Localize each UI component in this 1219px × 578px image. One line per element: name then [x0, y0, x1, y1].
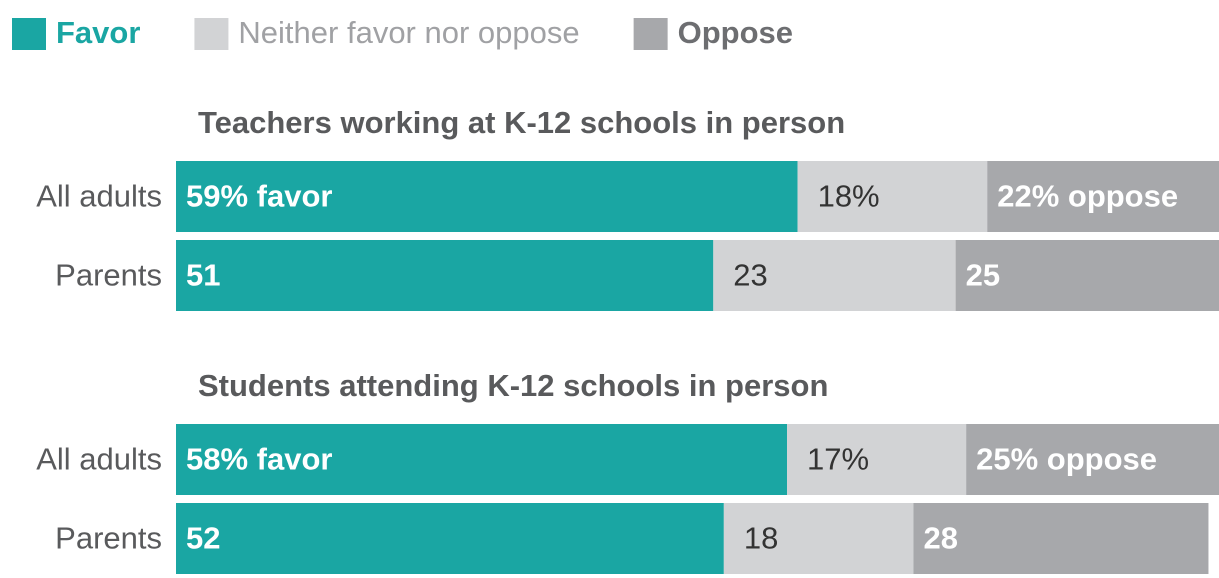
value-label: 18: [744, 521, 778, 556]
value-label: 58% favor: [186, 442, 332, 477]
legend-swatch: [633, 18, 668, 50]
value-label: 25: [966, 258, 1000, 293]
bar-segment: [723, 503, 914, 574]
value-label: 25% oppose: [976, 442, 1157, 477]
bar-segment: [987, 161, 1219, 232]
bar-segment: [176, 240, 714, 311]
value-label: 18%: [818, 179, 880, 214]
bar-segment: [176, 503, 724, 574]
legend-label: Oppose: [678, 15, 793, 50]
legend-label: Favor: [56, 15, 140, 50]
value-label: 28: [923, 521, 957, 556]
value-label: 23: [733, 258, 767, 293]
bar-segment: [713, 240, 956, 311]
bar-segment: [787, 424, 967, 495]
category-label: Parents: [55, 258, 162, 293]
bar-segment: [797, 161, 988, 232]
value-label: 52: [186, 521, 220, 556]
legend-label: Neither favor nor oppose: [238, 15, 579, 50]
value-label: 22% oppose: [997, 179, 1178, 214]
value-label: 51: [186, 258, 220, 293]
value-label: 17%: [807, 442, 869, 477]
category-label: Parents: [55, 521, 162, 556]
bar-segment: [966, 424, 1219, 495]
panel-title: Teachers working at K-12 schools in pers…: [198, 105, 845, 140]
panel-title: Students attending K-12 schools in perso…: [198, 368, 828, 403]
legend-swatch: [194, 18, 229, 50]
bar-segment: [955, 240, 1219, 311]
category-label: All adults: [36, 179, 162, 214]
bar-segment: [176, 424, 788, 495]
bar-segment: [176, 161, 798, 232]
bar-segment: [913, 503, 1209, 574]
legend-swatch: [12, 18, 46, 50]
category-label: All adults: [36, 442, 162, 477]
value-label: 59% favor: [186, 179, 332, 214]
